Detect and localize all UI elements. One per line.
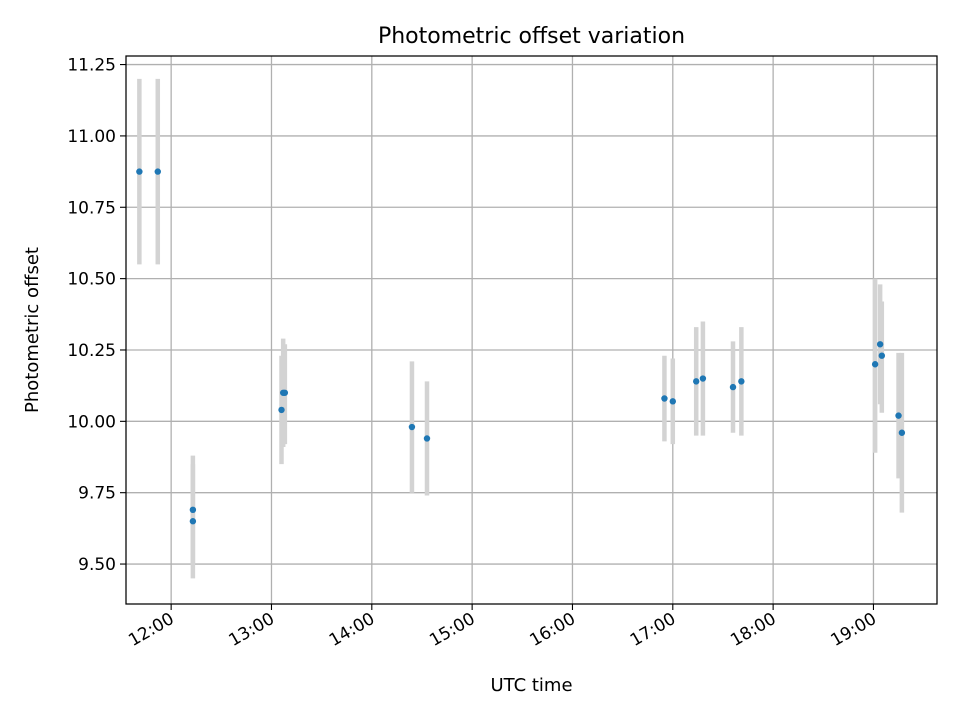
data-point xyxy=(661,395,668,402)
data-point xyxy=(876,341,884,348)
data-point xyxy=(136,168,143,175)
data-point xyxy=(408,423,416,431)
data-point xyxy=(729,383,737,391)
data-point xyxy=(738,378,745,385)
data-point xyxy=(154,168,161,175)
data-point xyxy=(898,429,906,436)
x-tick-label: 17:00 xyxy=(627,609,679,651)
x-tick-label: 13:00 xyxy=(226,609,278,651)
data-point xyxy=(669,398,676,405)
data-point-layer xyxy=(136,168,906,525)
x-tick-label: 15:00 xyxy=(426,609,478,651)
x-tick-label: 16:00 xyxy=(527,609,579,651)
error-bar-layer xyxy=(137,78,905,579)
data-point xyxy=(895,412,902,419)
x-tick-label: 14:00 xyxy=(326,609,378,651)
chart-title: Photometric offset variation xyxy=(378,24,685,49)
data-point xyxy=(699,375,707,382)
y-tick-label: 11.00 xyxy=(67,127,116,147)
y-tick-label: 10.00 xyxy=(67,412,116,432)
data-point xyxy=(423,435,431,442)
y-tick-label: 11.25 xyxy=(67,56,116,76)
y-axis-label: Photometric offset xyxy=(22,247,43,413)
x-tick-label: 12:00 xyxy=(125,609,177,651)
data-point xyxy=(693,378,700,385)
y-tick-label: 9.50 xyxy=(78,555,116,575)
data-point xyxy=(878,352,886,359)
y-tick-label: 10.25 xyxy=(67,341,116,361)
y-tick-label: 10.75 xyxy=(67,198,116,218)
y-tick-label: 9.75 xyxy=(78,484,116,504)
x-tick-label: 18:00 xyxy=(727,609,779,651)
grid-layer xyxy=(126,56,937,604)
x-axis-label: UTC time xyxy=(490,675,572,696)
x-tick-label: 19:00 xyxy=(828,609,880,651)
y-tick-label: 10.50 xyxy=(67,270,116,290)
plot-area-frame xyxy=(125,55,938,605)
tick-layer: 12:00 13:00 14:00 15:00 16:00 17:00 18:00 19:00… xyxy=(67,56,880,651)
data-point xyxy=(281,389,289,396)
data-point xyxy=(189,506,197,514)
data-point xyxy=(189,518,197,525)
data-point xyxy=(871,361,879,368)
data-point xyxy=(278,406,285,414)
